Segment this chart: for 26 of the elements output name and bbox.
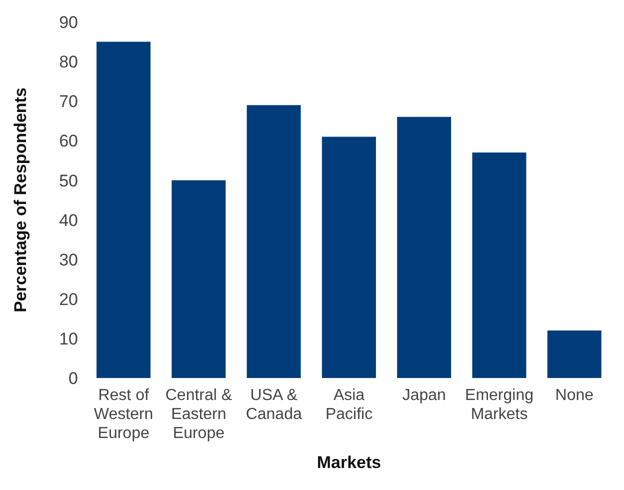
- y-tick-label: 70: [59, 92, 78, 112]
- bar: [547, 330, 602, 378]
- y-tick-label: 50: [59, 171, 78, 190]
- y-tick-label: 40: [59, 210, 78, 230]
- y-tick-label: 90: [59, 13, 78, 32]
- y-tick-label: 0: [68, 369, 78, 388]
- x-tick-label: Asia Pacific: [325, 387, 373, 423]
- y-tick-label: 20: [59, 290, 78, 309]
- bar: [397, 116, 452, 378]
- x-tick-label: Emerging Markets: [465, 387, 534, 423]
- bar: [246, 105, 301, 378]
- y-tick-label: 30: [59, 250, 78, 270]
- x-tick-label: USA & Canada: [246, 387, 302, 423]
- y-tick-label: 60: [59, 132, 78, 151]
- bar: [322, 136, 376, 378]
- x-tick-label: Rest of Western Europe: [94, 387, 154, 442]
- x-tick-label: None: [555, 387, 594, 404]
- y-axis-title: Percentage of Respondents: [11, 88, 30, 312]
- x-axis-title: Markets: [316, 453, 382, 472]
- x-tick-label: Japan: [402, 387, 446, 404]
- bar: [172, 180, 226, 378]
- y-tick-label: 10: [59, 329, 78, 348]
- bar: [472, 152, 526, 378]
- bar: [96, 42, 151, 378]
- y-tick-label: 80: [59, 52, 78, 72]
- x-tick-label: Central & Eastern Europe: [165, 387, 232, 442]
